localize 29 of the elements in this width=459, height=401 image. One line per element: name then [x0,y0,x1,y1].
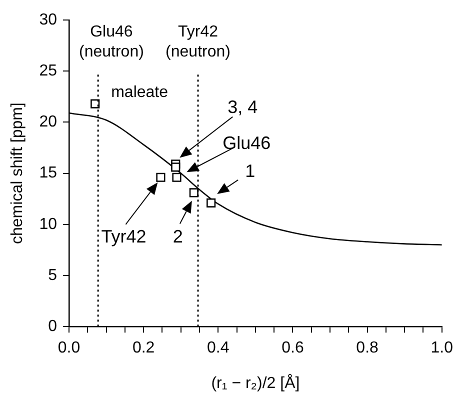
point [206,198,216,208]
point [171,162,180,172]
y-tick-label: 5 [48,266,58,284]
y-axis-title: chemical shift [ppm] [9,102,26,244]
annotation: maleate [111,84,168,102]
annotation: 1 [245,160,256,181]
annotation: Glu46 [222,133,271,154]
point [90,99,100,108]
y-tick-label: 20 [39,114,58,131]
x-axis-title: (r₁ − r₂)/2 [Å] [211,374,300,392]
y-tick-label: 30 [39,11,58,28]
annotation: 2 [172,226,183,247]
y-tick-label: 10 [39,216,58,233]
ref-line-label: Tyr42 (neutron) [166,23,230,60]
y-tick-label: 25 [39,62,58,80]
x-tick-label: 0.8 [356,340,379,357]
x-tick-label: 0.4 [207,340,230,357]
x-tick-label: 0.6 [282,340,304,357]
x-tick-label: 1.0 [430,340,454,357]
annotation: Tyr42 [101,226,146,246]
y-tick-label: 15 [39,164,58,182]
x-tick-label: 0.2 [132,340,155,357]
y-tick-label: 0 [48,318,58,336]
point [189,188,198,198]
annotation: 3, 4 [228,96,258,117]
ref-line-label: Glu46 (neutron) [78,23,144,60]
x-tick-label: 0.0 [58,340,80,357]
point [172,172,182,182]
point [156,172,166,182]
